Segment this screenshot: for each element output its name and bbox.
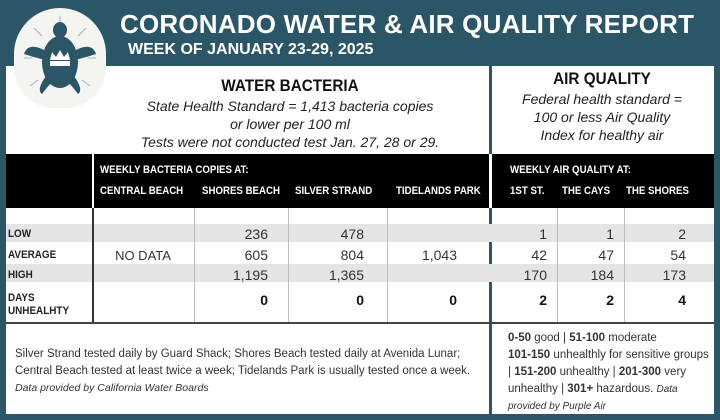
cell-shores-average: 605 bbox=[244, 247, 268, 263]
water-standard-2: or lower per 100 ml bbox=[230, 116, 350, 132]
water-footnote: Silver Strand tested daily by Guard Shac… bbox=[15, 346, 485, 397]
cell-silver-days: 0 bbox=[356, 292, 364, 308]
col-tidelands-park: TIDELANDS PARK bbox=[396, 185, 481, 197]
col-1st-st: 1ST ST. bbox=[510, 185, 545, 197]
col-the-cays: THE CAYS bbox=[562, 185, 611, 197]
cell-1st-average: 42 bbox=[531, 247, 547, 263]
water-footnote-text: Silver Strand tested daily by Guard Shac… bbox=[15, 348, 471, 377]
cell-cays-average: 47 bbox=[598, 247, 614, 263]
cell-cays-days: 2 bbox=[606, 292, 614, 308]
air-info: AIR QUALITY Federal health standard = 10… bbox=[492, 69, 712, 144]
water-source: Data provided by California Water Boards bbox=[15, 382, 209, 394]
cell-cays-low: 1 bbox=[606, 226, 614, 242]
cell-silver-high: 1,365 bbox=[328, 267, 364, 283]
air-title: AIR QUALITY bbox=[553, 69, 651, 88]
aqi-label: very unhealthy bbox=[508, 366, 687, 395]
col-central-beach: CENTRAL BEACH bbox=[100, 185, 184, 197]
aqi-label: moderate bbox=[608, 332, 657, 344]
water-standard-1: State Health Standard = 1,413 bacteria c… bbox=[146, 98, 434, 114]
cell-cays-high: 184 bbox=[590, 267, 614, 283]
air-standard-1: Federal health standard = bbox=[522, 91, 682, 107]
water-note: Tests were not conducted test Jan. 27, 2… bbox=[140, 134, 440, 150]
cell-tidelands-average: 1,043 bbox=[421, 247, 457, 263]
col-silver-strand: SILVER STRAND bbox=[295, 185, 373, 197]
row-high-bg bbox=[6, 264, 714, 282]
turtle-crown-logo bbox=[14, 8, 106, 108]
air-standard-2: 100 or less Air Quality bbox=[533, 109, 671, 125]
cell-shores-air-days: 4 bbox=[678, 292, 686, 308]
cell-silver-average: 804 bbox=[340, 247, 364, 263]
row-low-bg bbox=[6, 224, 714, 242]
aqi-range: 151-200 bbox=[514, 366, 557, 378]
cell-shores-high: 1,195 bbox=[232, 267, 268, 283]
cell-shores-low: 236 bbox=[244, 226, 268, 242]
cell-shores-air-average: 54 bbox=[670, 247, 686, 263]
cell-central-average: NO DATA bbox=[115, 248, 171, 263]
row-label-low: LOW bbox=[8, 228, 32, 240]
cell-tidelands-days: 0 bbox=[449, 292, 457, 308]
water-group-label: WEEKLY BACTERIA COPIES AT: bbox=[100, 164, 249, 176]
row-label-days: DAYS bbox=[8, 292, 35, 304]
water-title: WATER BACTERIA bbox=[221, 76, 359, 95]
aqi-label: hazardous. bbox=[596, 383, 654, 395]
aqi-label: good bbox=[534, 332, 560, 344]
aqi-range: 201-300 bbox=[618, 366, 662, 378]
cell-silver-low: 478 bbox=[340, 226, 364, 242]
report-title: CORONADO WATER & AIR QUALITY REPORT bbox=[120, 9, 695, 39]
col-the-shores: THE SHORES bbox=[626, 185, 689, 197]
aqi-range: 301+ bbox=[567, 383, 594, 395]
cell-shores-air-low: 2 bbox=[678, 226, 686, 242]
aqi-label: unhealthy bbox=[559, 366, 610, 378]
row-label-high: HIGH bbox=[8, 269, 33, 281]
aqi-range: 51-100 bbox=[569, 332, 606, 344]
aqi-range: 0-50 bbox=[508, 332, 532, 344]
cell-1st-low: 1 bbox=[539, 226, 547, 242]
table-header: WEEKLY BACTERIA COPIES AT: CENTRAL BEACH… bbox=[6, 154, 714, 208]
cell-shores-days: 0 bbox=[260, 292, 268, 308]
aqi-label: unhealthly for sensitive groups bbox=[553, 349, 709, 361]
water-info: WATER BACTERIA State Health Standard = 1… bbox=[90, 76, 490, 151]
air-standard-3: Index for healthy air bbox=[540, 127, 664, 143]
cell-shores-air-high: 173 bbox=[662, 267, 686, 283]
air-group-label: WEEKLY AIR QUALITY AT: bbox=[510, 164, 632, 176]
cell-1st-high: 170 bbox=[523, 267, 547, 283]
row-label-average: AVERAGE bbox=[8, 249, 57, 261]
col-shores-beach: SHORES BEACH bbox=[202, 185, 280, 197]
aqi-legend: 0-50 good | 51-100 moderate 101-150 unhe… bbox=[508, 332, 709, 412]
aqi-range: 101-150 bbox=[508, 349, 551, 361]
row-label-unhealthy: UNHEALHTY bbox=[8, 305, 70, 317]
report-week: WEEK OF JANUARY 23-29, 2025 bbox=[128, 41, 374, 58]
air-source: Data provided by Purple Air bbox=[508, 384, 678, 412]
row-label-days-unhealthy: DAYS UNHEALHTY bbox=[8, 292, 69, 318]
cell-1st-days: 2 bbox=[539, 292, 547, 308]
